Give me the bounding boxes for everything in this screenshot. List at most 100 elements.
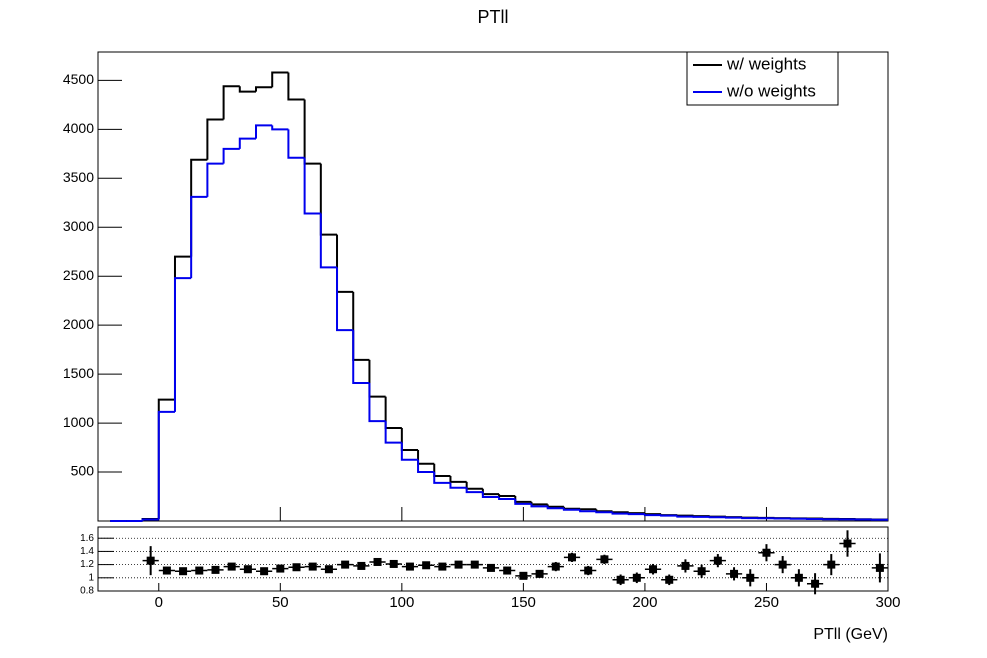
marker [762,548,771,557]
marker [730,569,739,578]
histogram-bin [368,382,386,423]
histogram-bin [222,85,240,120]
ratio-point [174,567,192,576]
marker [405,562,414,571]
marker [551,562,560,571]
ratio-point [563,552,581,562]
ratio-point [418,561,435,570]
marker [875,563,884,572]
marker [179,567,188,576]
histogram-bin [319,163,338,236]
histogram-bin [611,512,629,515]
x-tick-label: 150 [511,594,536,611]
histogram-bin [465,481,483,490]
ratio-point [596,554,613,564]
x-tick-label: 0 [155,594,163,611]
histogram-bin [238,86,256,93]
histogram-bin [303,99,321,165]
ratio-point [580,565,597,576]
y-tick-label: 2000 [63,316,94,332]
marker [373,557,382,566]
histogram-bin [157,410,175,520]
marker [260,567,269,576]
y-tick-label: 4500 [63,71,94,87]
marker [162,566,171,575]
ratio-point [385,559,402,568]
histogram-bin [255,124,273,139]
ratio-point [337,560,354,569]
y-tick-label: 1.4 [80,546,94,557]
ratio-point [725,567,743,581]
ratio-point [223,562,240,571]
ratio-point [191,566,208,575]
marker [778,560,787,569]
marker [422,561,431,570]
histogram-bin [449,475,467,483]
histogram-bin [676,515,694,518]
marker [195,566,204,575]
marker [211,565,220,574]
histogram-bin [141,518,159,521]
legend-box [686,51,839,106]
histogram-bin [287,129,305,159]
histogram-bin [173,277,192,412]
histogram-bin [595,509,613,513]
histogram-bin [481,492,500,499]
histogram-bin [206,118,224,160]
marker [389,559,398,568]
histogram-bin [352,291,370,361]
ratio-point [823,554,840,576]
marker [357,561,366,570]
y-tick-label: 1.2 [80,559,94,570]
chart-title: PTll [478,7,509,27]
ratio-point [466,560,483,569]
histogram-bin [465,487,483,494]
ratio-point [401,562,419,571]
histogram-bin [238,137,256,149]
ratio-point [158,566,175,575]
marker [568,553,576,562]
x-tick-label: 50 [272,594,289,611]
histogram-bin [384,396,402,429]
histogram-bin [595,511,613,514]
histogram-bin [352,330,370,384]
marker [632,573,641,582]
ratio-point [547,561,564,572]
histogram-bin [255,86,273,92]
marker [276,564,285,573]
ratio-point [239,565,256,574]
marker [584,566,593,575]
marker [341,560,350,569]
legend-label: w/o weights [726,81,816,100]
histogram-bin [498,494,516,498]
histogram-bin [627,512,645,515]
histogram-bin [530,501,548,506]
x-tick-label: 250 [754,594,779,611]
histogram-bin [643,513,662,516]
ratio-point [272,564,289,573]
histogram-bin [562,508,581,511]
ratio-point [499,566,516,575]
y-tick-label: 1 [88,572,94,583]
histogram-bin [433,472,451,484]
histogram-bin [579,509,597,513]
histogram-bin [222,147,240,164]
y-tick-label: 0.8 [80,586,94,597]
histogram-bin [417,450,435,465]
marker [324,565,333,574]
y-tick-label: 1500 [63,365,94,381]
marker [438,562,447,571]
histogram-bin [287,72,305,101]
histogram-bin [611,511,629,514]
ratio-frame [97,526,889,592]
x-tick-label: 300 [875,594,900,611]
y-tick-label: 4000 [63,120,94,136]
ratio-point [353,561,370,570]
histogram-bin [271,71,289,88]
histogram-bin [400,442,419,461]
marker [827,560,836,569]
histogram-bin [400,427,419,452]
ratio-point [661,574,678,586]
marker [616,575,625,584]
